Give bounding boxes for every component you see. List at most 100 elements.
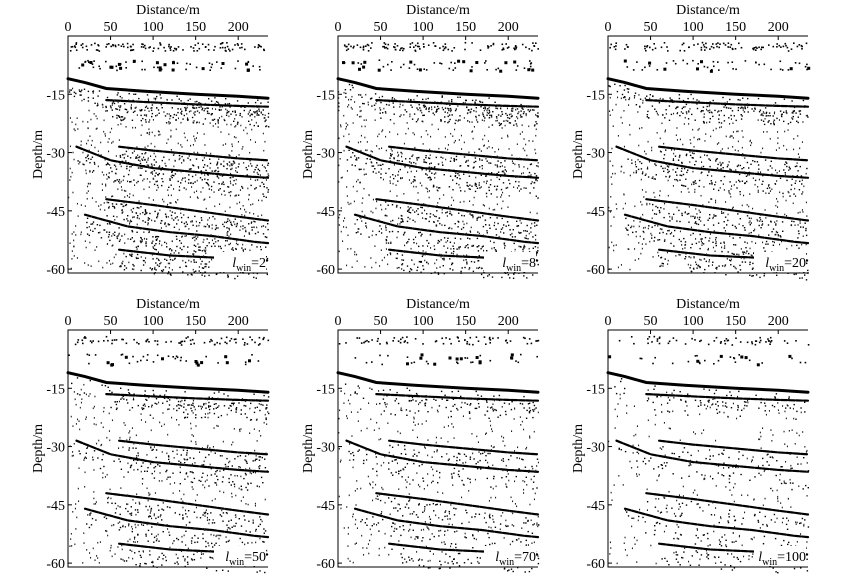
- scatter-point: [390, 241, 392, 244]
- scatter-point: [641, 203, 643, 206]
- scatter-point: [195, 66, 198, 69]
- scatter-point: [515, 176, 517, 178]
- scatter-point: [715, 242, 717, 245]
- scatter-point: [355, 157, 358, 159]
- scatter-point: [400, 151, 402, 154]
- scatter-point: [164, 394, 166, 396]
- scatter-point: [689, 139, 691, 141]
- scatter-point: [382, 163, 384, 166]
- scatter-point: [705, 260, 707, 263]
- scatter-point: [115, 165, 117, 168]
- scatter-point: [700, 60, 703, 64]
- scatter-point: [220, 67, 223, 69]
- scatter-point: [91, 63, 94, 65]
- scatter-point: [163, 46, 165, 49]
- scatter-point: [94, 102, 96, 104]
- scatter-point: [425, 130, 427, 132]
- scatter-point: [106, 201, 108, 204]
- scatter-point: [217, 101, 219, 104]
- scatter-point: [472, 137, 474, 140]
- scatter-point: [394, 175, 396, 177]
- scatter-point: [449, 258, 451, 260]
- scatter-point: [154, 220, 156, 222]
- reflector-line: [375, 99, 540, 108]
- scatter-point: [86, 49, 88, 51]
- scatter-point: [187, 157, 189, 159]
- scatter-point: [498, 178, 501, 181]
- scatter-point: [364, 266, 366, 268]
- scatter-point: [112, 116, 114, 118]
- scatter-point: [246, 462, 248, 464]
- scatter-point: [663, 216, 665, 219]
- scatter-point: [264, 467, 267, 469]
- scatter-point: [668, 229, 670, 232]
- scatter-point: [767, 243, 769, 245]
- scatter-point: [117, 115, 120, 117]
- scatter-point: [512, 110, 514, 112]
- scatter-point: [401, 215, 403, 217]
- scatter-point: [688, 111, 690, 113]
- scatter-point: [351, 84, 353, 87]
- scatter-point: [772, 45, 775, 48]
- scatter-point: [155, 172, 157, 174]
- scatter-point: [90, 144, 92, 146]
- scatter-point: [239, 189, 241, 191]
- scatter-point: [208, 261, 210, 263]
- scatter-point: [126, 167, 128, 170]
- scatter-point: [654, 47, 657, 50]
- scatter-point: [144, 394, 146, 396]
- scatter-point: [484, 107, 486, 109]
- scatter-point: [160, 68, 163, 71]
- scatter-point: [690, 215, 692, 218]
- scatter-point: [194, 245, 197, 247]
- scatter-point: [132, 216, 134, 219]
- scatter-point: [680, 170, 683, 172]
- scatter-point: [523, 67, 526, 69]
- scatter-point: [508, 122, 511, 124]
- scatter-point: [168, 43, 170, 46]
- scatter-point: [75, 123, 77, 126]
- scatter-point: [113, 102, 116, 105]
- scatter-point: [224, 210, 226, 213]
- scatter-point: [449, 268, 451, 270]
- scatter-point: [402, 49, 404, 52]
- scatter-point: [479, 100, 481, 103]
- scatter-point: [758, 46, 760, 49]
- scatter-point: [231, 167, 233, 170]
- scatter-point: [481, 172, 483, 175]
- scatter-point: [689, 154, 692, 157]
- scatter-point: [240, 43, 243, 45]
- scatter-point: [627, 158, 629, 160]
- scatter-point: [170, 135, 172, 137]
- scatter-point: [214, 45, 216, 48]
- scatter-point: [664, 129, 666, 132]
- scatter-point: [722, 42, 725, 45]
- scatter-point: [721, 265, 724, 267]
- scatter-point: [257, 114, 259, 116]
- scatter-point: [748, 174, 750, 176]
- scatter-point: [744, 105, 746, 108]
- scatter-point: [210, 474, 213, 476]
- scatter-point: [752, 47, 754, 50]
- x-tick-label: 0: [65, 314, 72, 329]
- scatter-point: [81, 63, 85, 67]
- scatter-point: [791, 112, 793, 114]
- scatter-point: [483, 115, 485, 118]
- scatter-point: [191, 220, 193, 223]
- scatter-point: [113, 206, 115, 208]
- y-tick-label: -45: [316, 205, 335, 220]
- scatter-point: [427, 97, 429, 100]
- scatter-point: [688, 46, 690, 49]
- scatter-point: [133, 268, 135, 271]
- scatter-point: [245, 166, 247, 169]
- scatter-point: [436, 109, 438, 111]
- scatter-point: [659, 228, 661, 230]
- scatter-point: [428, 107, 430, 109]
- scatter-point: [348, 133, 350, 136]
- scatter-point: [378, 219, 380, 221]
- scatter-point: [488, 224, 491, 226]
- scatter-point: [723, 175, 726, 178]
- scatter-point: [151, 472, 153, 475]
- scatter-point: [255, 111, 257, 113]
- scatter-point: [175, 151, 177, 154]
